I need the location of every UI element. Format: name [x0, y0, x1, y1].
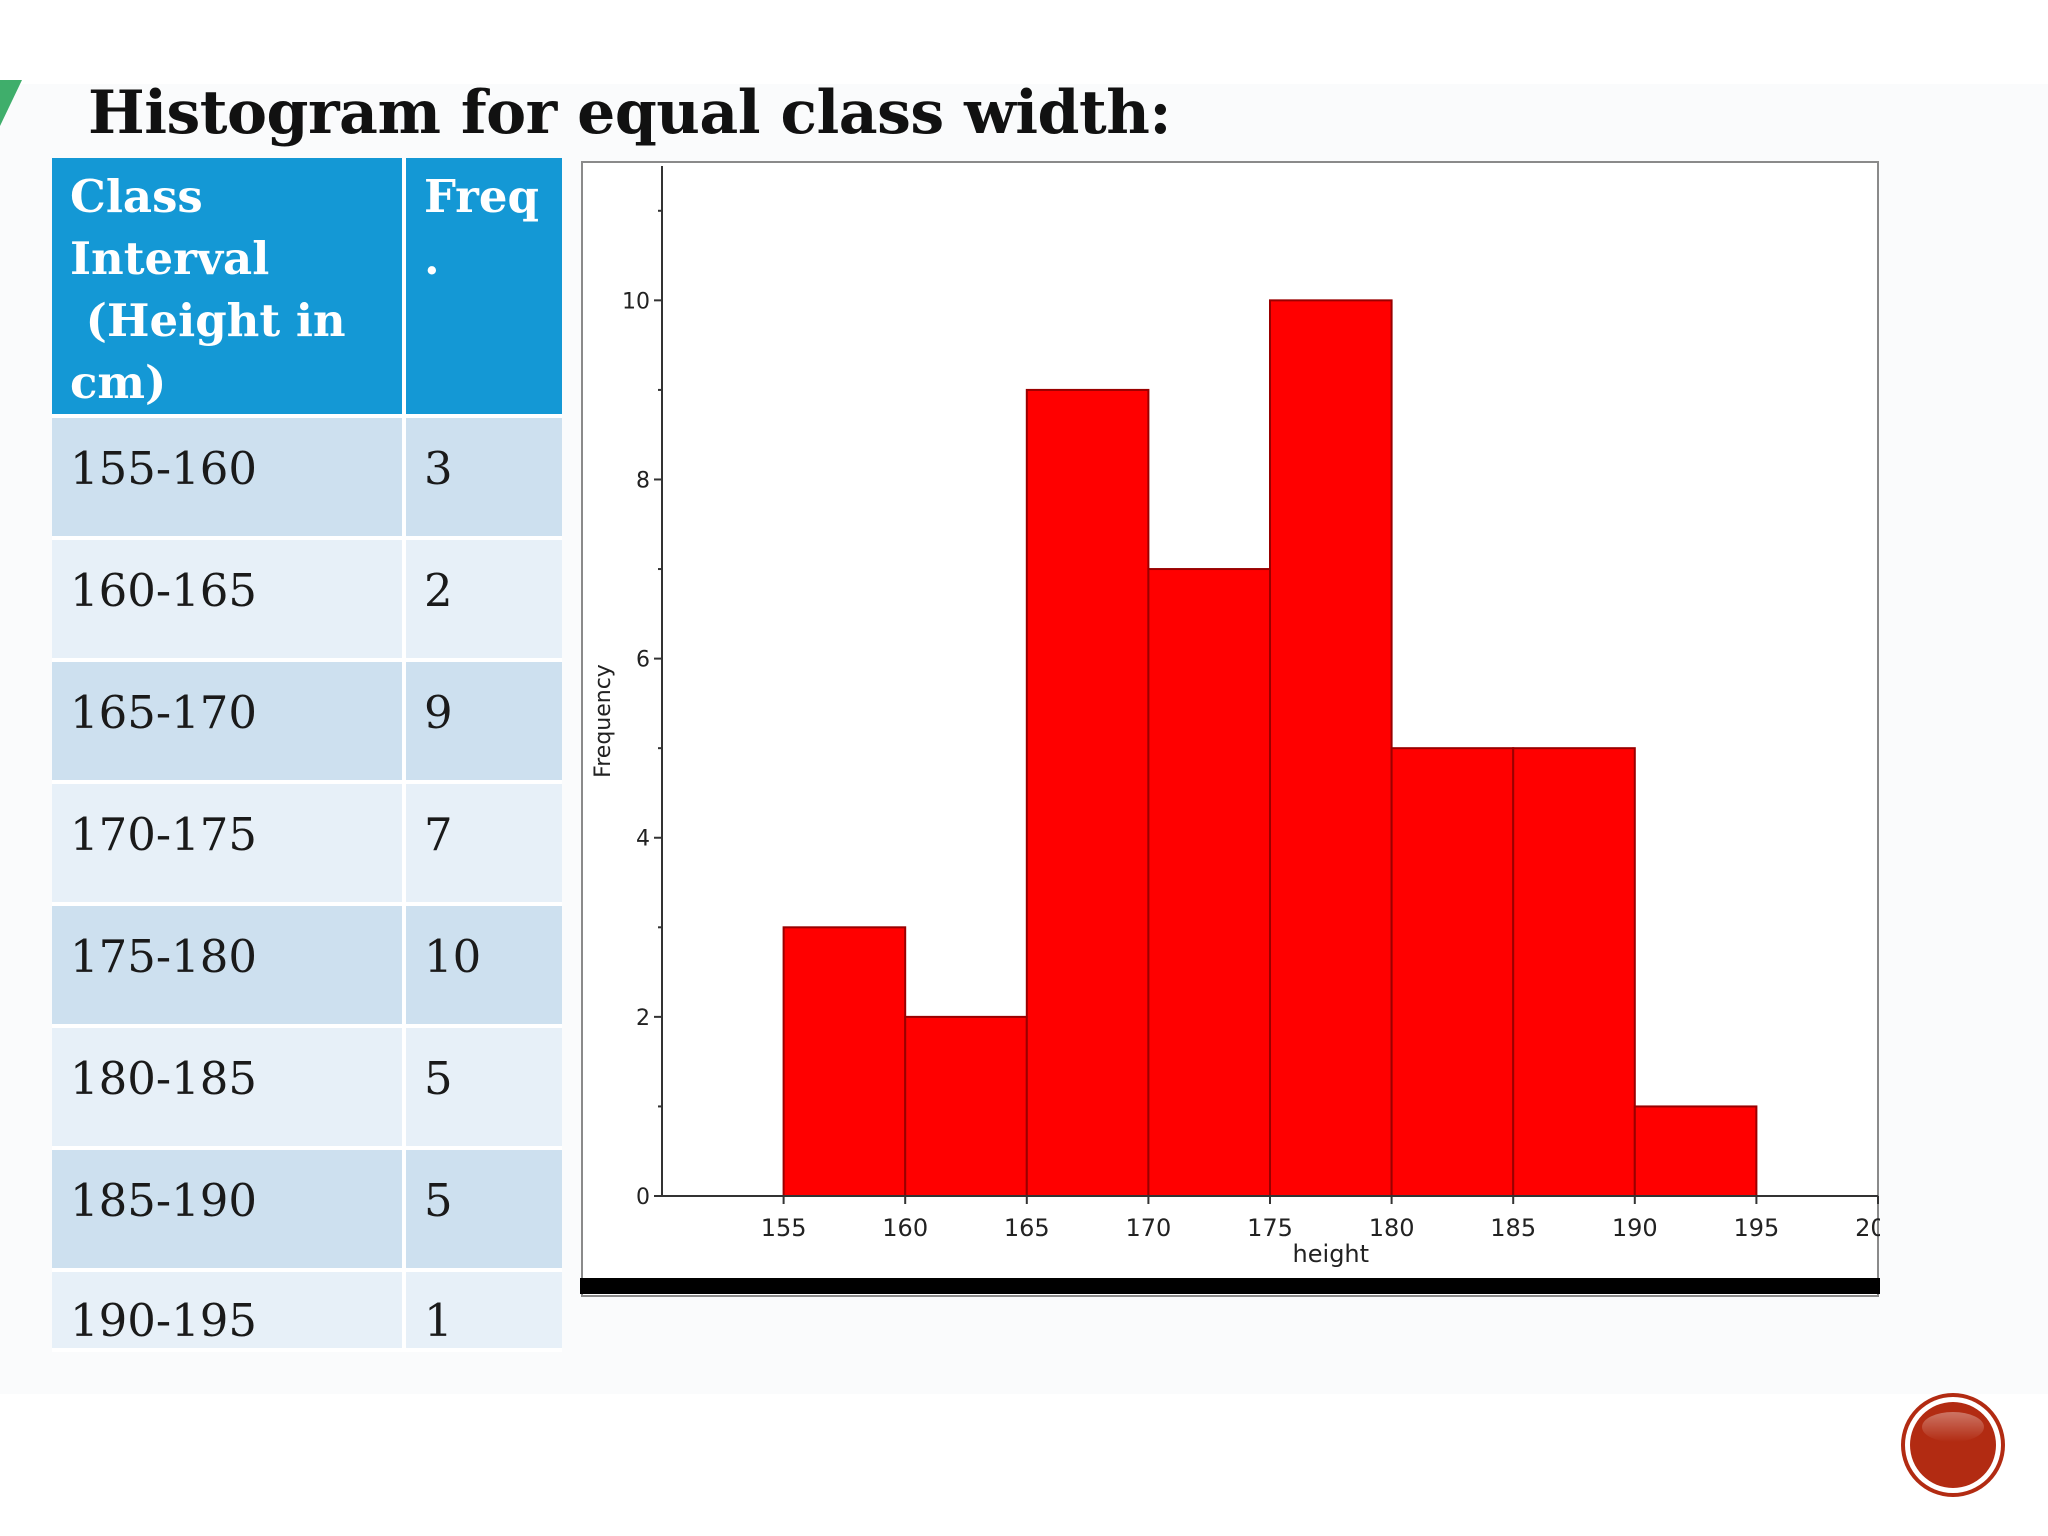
y-tick-label: 0	[636, 1185, 650, 1210]
header-freq-line: .	[424, 232, 440, 285]
header-class-line: Class	[70, 170, 203, 223]
table-row: 165-170 9	[52, 662, 562, 784]
x-tick-label: 180	[1369, 1214, 1415, 1242]
histogram-bar	[1269, 299, 1393, 1197]
x-tick-label: 190	[1612, 1214, 1658, 1242]
histogram-bar	[1633, 1105, 1758, 1197]
x-axis-label: height	[1293, 1240, 1370, 1268]
y-axis-label: Frequency	[591, 664, 616, 778]
x-tick-label: 160	[882, 1214, 928, 1242]
table-row: 170-175 7	[52, 784, 562, 906]
x-tick-label: 170	[1125, 1214, 1171, 1242]
cell-freq: 1	[406, 1272, 562, 1352]
cell-freq: 9	[406, 662, 562, 784]
table-header-row: Class Interval (Height in cm) Freq .	[52, 158, 562, 418]
table-row: 190-195 1	[52, 1272, 562, 1352]
table-row: 180-185 5	[52, 1028, 562, 1150]
table-row: 160-165 2	[52, 540, 562, 662]
cell-freq: 5	[406, 1028, 562, 1150]
y-tick-label: 8	[636, 468, 650, 493]
frequency-table: Class Interval (Height in cm) Freq . 155…	[52, 158, 562, 1352]
y-tick-label: 10	[622, 289, 650, 314]
x-tick-label: 185	[1490, 1214, 1536, 1242]
histogram-bar	[1025, 388, 1150, 1198]
cell-interval: 160-165	[52, 540, 406, 662]
table-row: 175-180 10	[52, 906, 562, 1028]
histogram-chart: 0 2 4 6 8 10 155 160 165 170 175 180 185 190 195 200 Fr…	[580, 160, 1880, 1298]
cell-freq: 10	[406, 906, 562, 1028]
cell-interval: 170-175	[52, 784, 406, 906]
cell-interval: 175-180	[52, 906, 406, 1028]
y-tick-label: 6	[636, 648, 650, 673]
x-tick-label: 195	[1733, 1214, 1779, 1242]
x-tick-label: 200	[1855, 1214, 1880, 1242]
header-class-line: (Height in	[70, 294, 346, 347]
histogram-svg: 0 2 4 6 8 10 155 160 165 170 175 180 185 190 195 200 Fr…	[580, 161, 1880, 1297]
table-row: 185-190 5	[52, 1150, 562, 1272]
header-class-interval: Class Interval (Height in cm)	[52, 158, 406, 418]
header-freq-line: Freq	[424, 170, 539, 223]
histogram-bar	[1147, 568, 1272, 1198]
y-tick-label: 4	[636, 827, 650, 852]
cell-interval: 165-170	[52, 662, 406, 784]
x-tick-label: 175	[1247, 1214, 1293, 1242]
cell-freq: 2	[406, 540, 562, 662]
cell-freq: 7	[406, 784, 562, 906]
cell-freq: 5	[406, 1150, 562, 1272]
histogram-bar	[1390, 747, 1515, 1197]
y-tick-label: 2	[636, 1006, 650, 1031]
bottom-band	[580, 1278, 1880, 1294]
cell-interval: 190-195	[52, 1272, 406, 1352]
header-class-line: Interval	[70, 232, 270, 285]
x-tick-label: 165	[1004, 1214, 1050, 1242]
header-class-line: cm)	[70, 356, 167, 409]
cell-interval: 185-190	[52, 1150, 406, 1272]
circle-button-icon	[1922, 1412, 1984, 1442]
table-row: 155-160 3	[52, 418, 562, 540]
histogram-bar	[904, 1015, 1028, 1197]
cell-interval: 180-185	[52, 1028, 406, 1150]
header-frequency: Freq .	[406, 158, 562, 418]
x-tick-label: 155	[761, 1214, 807, 1242]
cell-freq: 3	[406, 418, 562, 540]
cell-interval: 155-160	[52, 418, 406, 540]
histogram-bar	[1512, 747, 1636, 1197]
slide-title: Histogram for equal class width:	[88, 78, 1171, 148]
histogram-bar	[782, 926, 907, 1197]
next-slide-button[interactable]	[1910, 1402, 1996, 1488]
